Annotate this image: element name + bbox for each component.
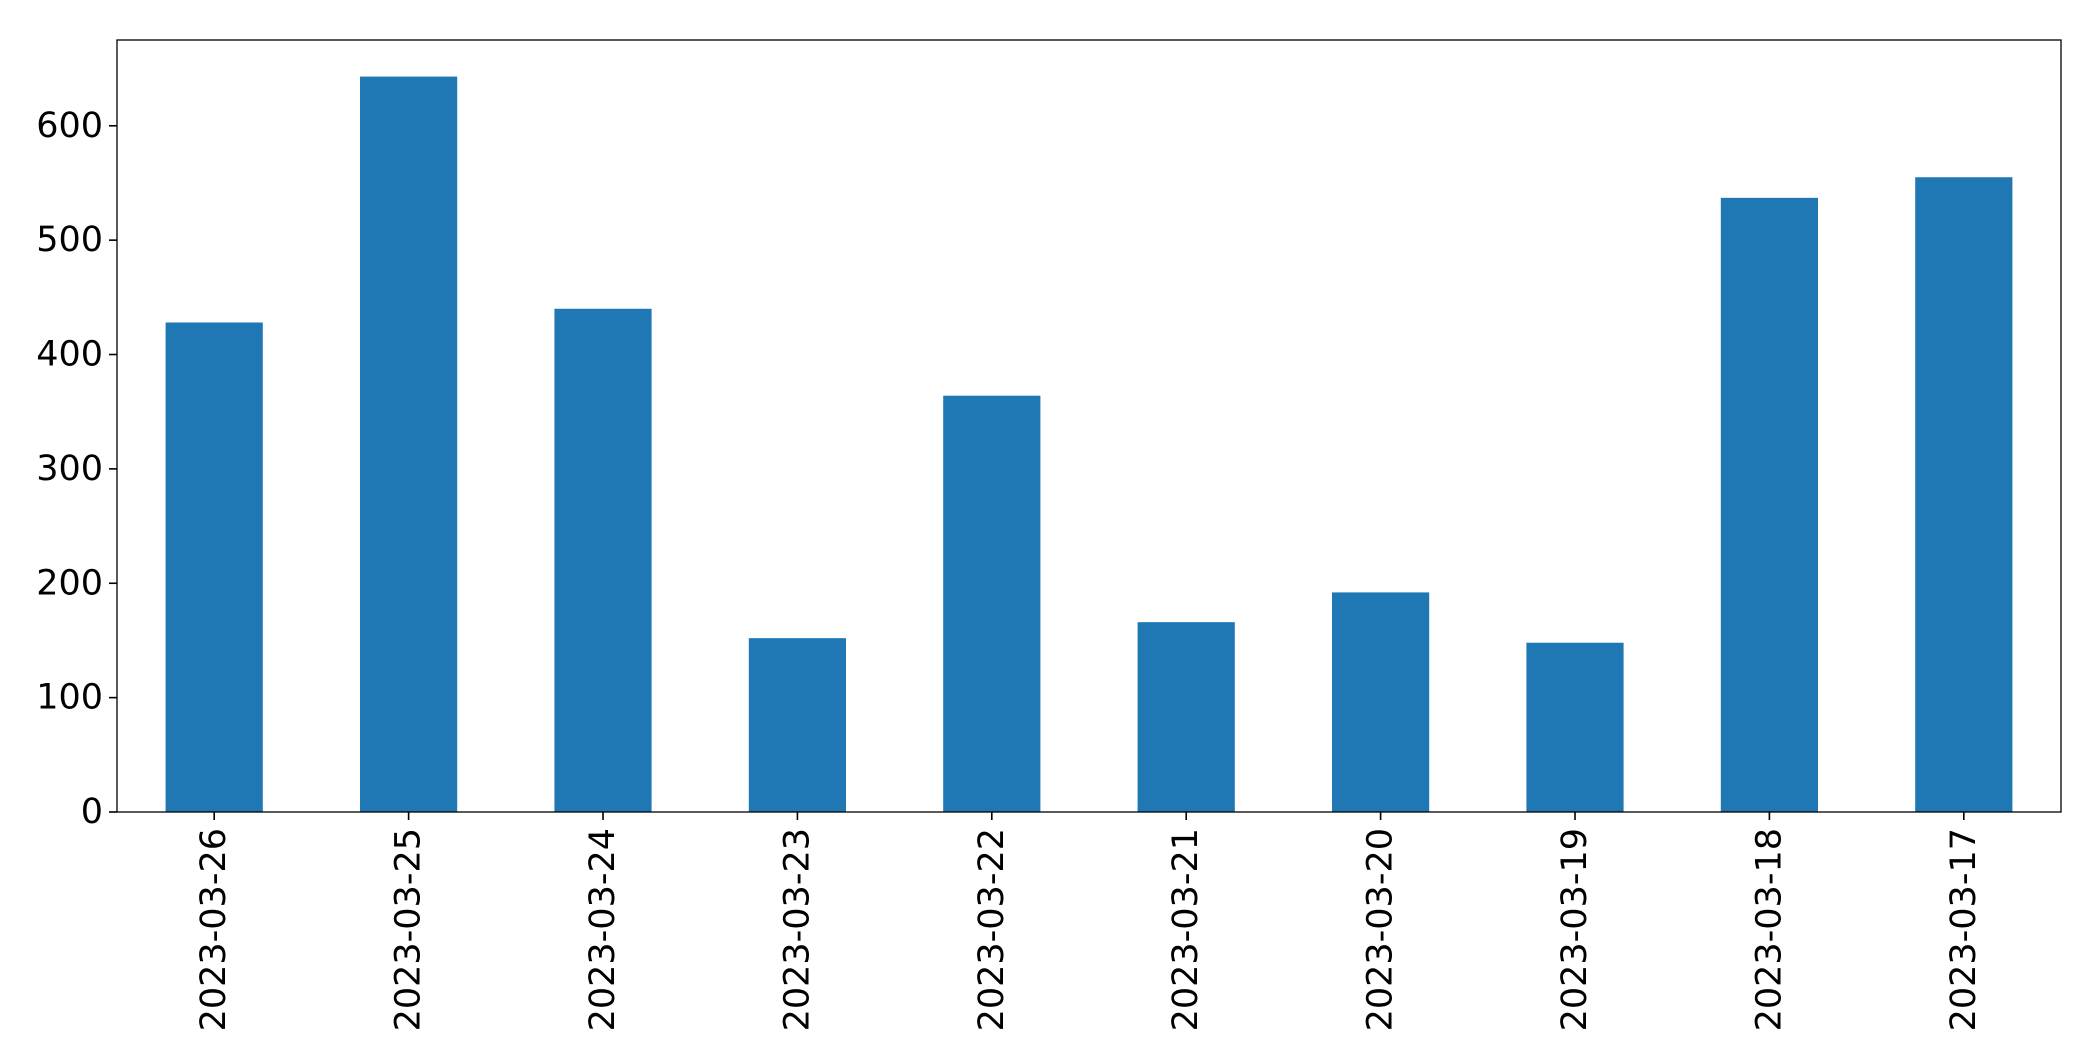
bar-2023-03-19: [1526, 642, 1624, 812]
y-tick-label: 0: [81, 792, 103, 832]
x-tick-label-2023-03-19: 2023-03-19: [1555, 828, 1595, 1031]
bar-2023-03-20: [1332, 592, 1430, 812]
x-tick-label-2023-03-26: 2023-03-26: [194, 828, 234, 1031]
bar-2023-03-24: [554, 308, 652, 812]
bar-2023-03-23: [748, 638, 846, 812]
x-tick-label-2023-03-20: 2023-03-20: [1361, 828, 1401, 1031]
x-tick-label-2023-03-25: 2023-03-25: [389, 828, 429, 1031]
y-axis: 0 100 200 300 400 500 600: [36, 106, 117, 832]
x-tick-label-2023-03-21: 2023-03-21: [1166, 828, 1206, 1031]
x-tick-label-2023-03-22: 2023-03-22: [972, 828, 1012, 1031]
bar-2023-03-26: [165, 322, 263, 812]
x-axis: 2023-03-26 2023-03-25 2023-03-24 2023-03-23…: [194, 812, 1984, 1031]
bars-group: [165, 76, 2013, 813]
x-tick-label-2023-03-24: 2023-03-24: [583, 828, 623, 1031]
bar-2023-03-25: [360, 76, 458, 813]
bar-2023-03-22: [943, 395, 1041, 812]
y-tick-label: 300: [36, 449, 103, 489]
y-tick-label: 100: [36, 678, 103, 718]
y-tick-label: 400: [36, 335, 103, 375]
bar-2023-03-21: [1137, 622, 1235, 812]
plot-frame: [116, 39, 2062, 813]
y-tick-label: 600: [36, 106, 103, 146]
bar-2023-03-18: [1720, 197, 1818, 812]
x-tick-label-2023-03-23: 2023-03-23: [777, 828, 817, 1031]
y-tick-label: 500: [36, 220, 103, 260]
x-tick-label-2023-03-18: 2023-03-18: [1749, 828, 1789, 1031]
bar-2023-03-17: [1915, 177, 2013, 812]
y-tick-label: 200: [36, 563, 103, 603]
x-tick-label-2023-03-17: 2023-03-17: [1944, 828, 1984, 1031]
